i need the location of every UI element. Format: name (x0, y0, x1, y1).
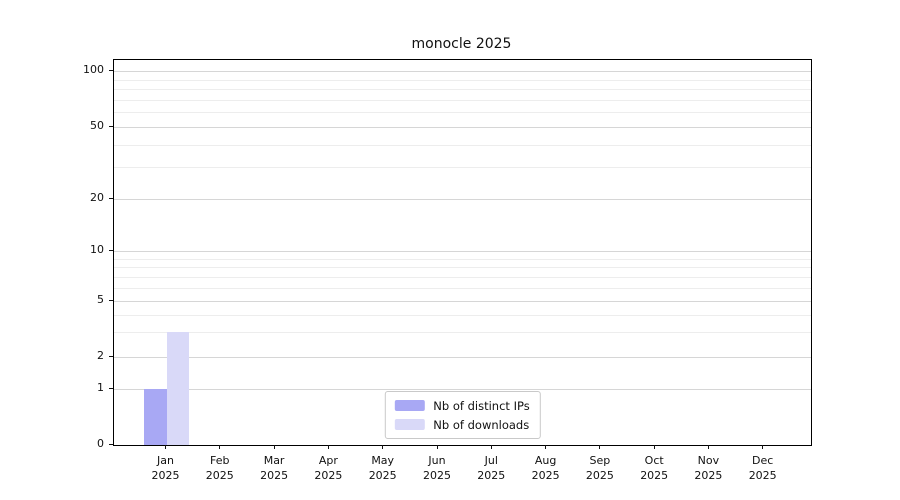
x-tick-label-year-oct: 2025 (640, 469, 669, 482)
bar-nb-of-downloads-jan (166, 332, 189, 445)
x-tick-mark-jul (490, 445, 492, 449)
chart-title: monocle 2025 (411, 36, 512, 52)
y-tick-mark-5 (109, 300, 113, 301)
y-tick-label-20: 20 (90, 191, 104, 204)
legend-label-nb-of-downloads: Nb of downloads (433, 417, 530, 432)
y-tick-label-5: 5 (97, 293, 104, 306)
x-tick-label-nov: Nov 2025 (676, 453, 740, 483)
x-tick-label-jan: Jan 2025 (134, 453, 198, 483)
x-tick-label-month-apr: Apr (318, 454, 338, 467)
x-tick-label-year-sep: 2025 (585, 469, 614, 482)
y-tick-label-1: 1 (97, 381, 104, 394)
y-tick-mark-100 (109, 70, 113, 71)
gridlines-layer (114, 60, 811, 445)
gridline-major-2 (114, 357, 811, 358)
y-tick-label-50: 50 (90, 119, 104, 132)
x-tick-label-oct: Oct 2025 (622, 453, 686, 483)
x-tick-label-jul: Jul 2025 (459, 453, 523, 483)
x-tick-label-month-sep: Sep (589, 454, 611, 467)
y-tick-mark-50 (109, 126, 113, 127)
gridline-major-5 (114, 301, 811, 302)
gridline-minor-60 (114, 112, 811, 114)
x-tick-label-month-nov: Nov (697, 454, 720, 467)
x-tick-label-dec: Dec 2025 (731, 453, 795, 483)
gridline-major-10 (114, 251, 811, 252)
x-tick-label-sep: Sep 2025 (568, 453, 632, 483)
x-tick-label-month-may: May (371, 454, 395, 467)
gridline-minor-8 (114, 267, 811, 269)
gridline-minor-3 (114, 332, 811, 334)
x-tick-mark-apr (327, 445, 329, 449)
gridline-major-100 (114, 71, 811, 72)
gridline-major-20 (114, 199, 811, 200)
x-tick-label-year-dec: 2025 (748, 469, 777, 482)
plot-area: Nb of distinct IPs Nb of downloads (113, 59, 812, 446)
x-tick-label-year-nov: 2025 (694, 469, 723, 482)
legend-swatch-nb-of-downloads (394, 419, 425, 430)
y-tick-mark-1 (109, 388, 113, 389)
gridline-minor-6 (114, 287, 811, 289)
x-tick-label-may: May 2025 (351, 453, 415, 483)
x-tick-mark-oct (653, 445, 655, 449)
legend-row-nb-of-distinct-ips: Nb of distinct IPs (394, 398, 530, 413)
gridline-minor-7 (114, 276, 811, 278)
gridline-minor-70 (114, 99, 811, 101)
x-axis: Jan 2025 Feb 2025 Mar 2025 Apr 2025 May 2025 Jun 20… (113, 444, 810, 500)
x-tick-mark-aug (545, 445, 547, 449)
y-tick-mark-10 (109, 250, 113, 251)
x-tick-mark-mar (273, 445, 275, 449)
y-axis: 0 1 2 5 10 20 50 100 (0, 59, 113, 450)
legend: Nb of distinct IPs Nb of downloads (384, 391, 541, 439)
x-tick-label-aug: Aug 2025 (514, 453, 578, 483)
y-tick-label-100: 100 (83, 63, 104, 76)
x-tick-label-month-mar: Mar (263, 454, 285, 467)
x-tick-label-month-dec: Dec (752, 454, 774, 467)
x-tick-mark-jan (165, 445, 166, 449)
x-tick-label-year-jun: 2025 (423, 469, 451, 482)
x-tick-mark-nov (707, 445, 709, 449)
x-tick-label-month-oct: Oct (644, 454, 664, 467)
x-tick-mark-sep (599, 445, 601, 449)
x-tick-label-year-jan: 2025 (151, 469, 180, 482)
x-tick-label-year-apr: 2025 (314, 469, 343, 482)
y-tick-label-2: 2 (97, 349, 104, 362)
legend-label-nb-of-distinct-ips: Nb of distinct IPs (433, 398, 530, 413)
x-tick-label-year-aug: 2025 (531, 469, 560, 482)
y-tick-mark-20 (109, 198, 113, 199)
x-tick-label-month-jul: Jul (484, 454, 498, 467)
bars-layer (114, 60, 811, 445)
x-tick-label-year-may: 2025 (368, 469, 397, 482)
x-tick-label-month-jun: Jun (428, 454, 446, 467)
x-tick-mark-may (382, 445, 384, 449)
legend-swatch-nb-of-distinct-ips (394, 400, 425, 411)
y-tick-label-10: 10 (90, 243, 104, 256)
y-tick-mark-2 (109, 356, 113, 357)
x-tick-label-mar: Mar 2025 (242, 453, 306, 483)
gridline-minor-4 (114, 314, 811, 316)
x-tick-label-feb: Feb 2025 (188, 453, 252, 483)
x-tick-mark-dec (762, 445, 764, 449)
x-tick-label-month-aug: Aug (534, 454, 557, 467)
gridline-minor-90 (114, 79, 811, 81)
x-tick-label-month-feb: Feb (210, 454, 230, 467)
x-tick-label-year-jul: 2025 (477, 469, 506, 482)
gridline-minor-30 (114, 167, 811, 169)
x-tick-label-year-mar: 2025 (260, 469, 289, 482)
x-tick-label-jun: Jun 2025 (405, 453, 469, 483)
gridline-minor-9 (114, 258, 811, 260)
bar-nb-of-distinct-ips-jan (144, 389, 167, 445)
y-tick-mark-0 (109, 444, 113, 445)
gridline-minor-80 (114, 89, 811, 90)
x-tick-mark-feb (219, 445, 221, 449)
x-tick-mark-jun (436, 445, 438, 449)
gridline-major-1 (114, 389, 811, 390)
x-tick-label-year-feb: 2025 (205, 469, 234, 482)
gridline-major-50 (114, 127, 811, 128)
x-tick-label-apr: Apr 2025 (296, 453, 360, 483)
legend-row-nb-of-downloads: Nb of downloads (394, 417, 529, 432)
y-tick-label-0: 0 (97, 437, 104, 450)
x-tick-label-month-jan: Jan (157, 454, 174, 467)
gridline-minor-40 (114, 144, 811, 146)
